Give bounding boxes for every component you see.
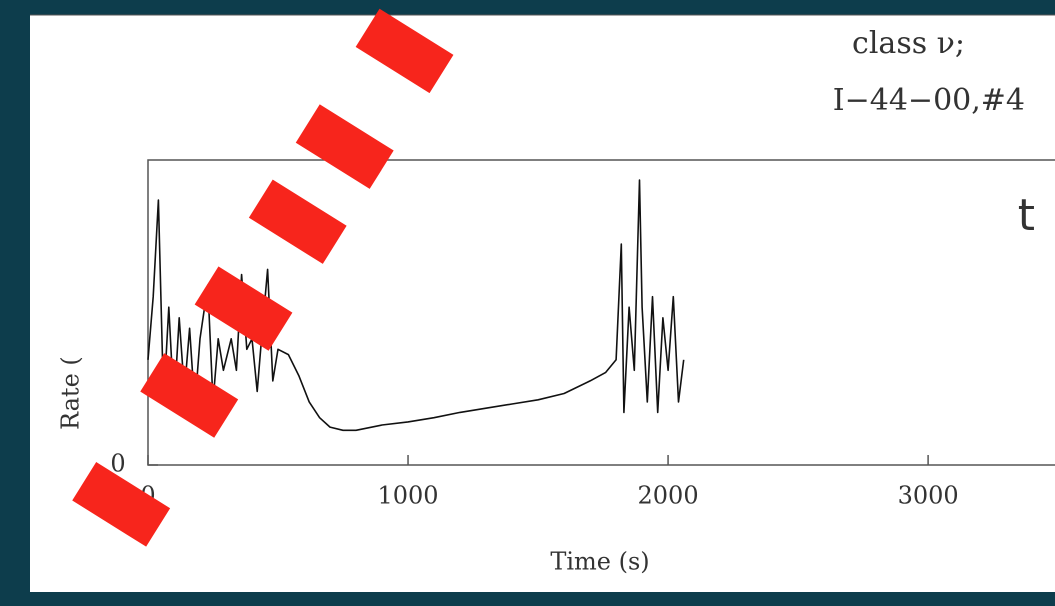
annotation: class ν; bbox=[852, 26, 965, 61]
y-tick-label: 0 bbox=[110, 450, 125, 478]
x-axis-label: Time (s) bbox=[550, 548, 649, 576]
x-tick-label: 2000 bbox=[638, 482, 699, 510]
y-axis-label: Rate ( bbox=[57, 356, 85, 430]
x-tick-label: 3000 bbox=[898, 482, 959, 510]
panel bbox=[30, 15, 1055, 592]
annotation: t bbox=[1018, 190, 1035, 241]
x-tick-label: 1000 bbox=[377, 482, 438, 510]
annotation: I−44−00,#4 bbox=[833, 83, 1025, 118]
data-line bbox=[147, 179, 685, 432]
plot-frame bbox=[147, 159, 1055, 466]
x-tick-label: 0 bbox=[140, 482, 155, 510]
